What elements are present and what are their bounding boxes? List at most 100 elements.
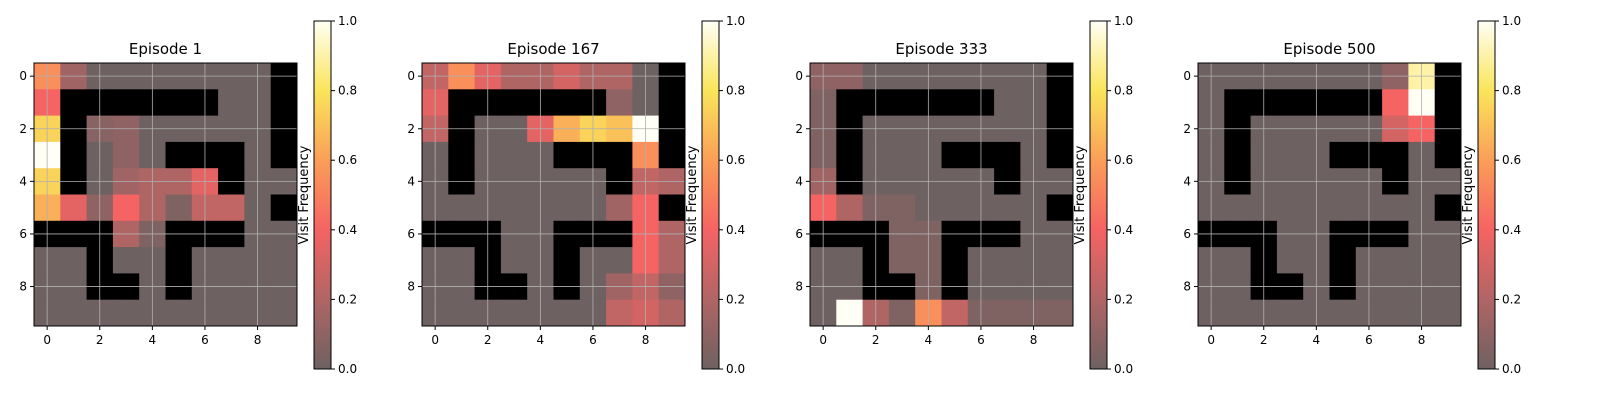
y-tick-label: 2 xyxy=(19,122,27,136)
heatmap-cell xyxy=(1224,247,1251,274)
y-tick-label: 0 xyxy=(795,69,803,83)
wall-cell xyxy=(270,141,298,169)
y-tick-label: 8 xyxy=(1183,280,1191,294)
wall-cell xyxy=(606,141,633,169)
axes-frame xyxy=(421,62,686,327)
wall-cell xyxy=(218,141,245,169)
y-tick-label: 4 xyxy=(1183,174,1191,188)
wall-cell xyxy=(448,141,475,169)
x-tick-label: 6 xyxy=(1365,333,1373,347)
wall-cell xyxy=(836,141,863,169)
x-tick-label: 2 xyxy=(96,333,104,347)
heatmap-cell xyxy=(1276,194,1304,222)
y-tick-label: 0 xyxy=(1183,69,1191,83)
y-tick-label: 0 xyxy=(407,69,415,83)
axes-frame xyxy=(1197,62,1462,327)
x-tick-label: 0 xyxy=(431,333,439,347)
chart-title: Episode 500 xyxy=(1283,40,1375,58)
heatmap-cell xyxy=(994,299,1021,327)
wall-cell xyxy=(1329,141,1357,169)
heatmap-cell xyxy=(448,194,475,222)
heatmap-cell xyxy=(1046,247,1074,274)
y-tick-label: 6 xyxy=(1183,227,1191,241)
heatmap-cell xyxy=(218,247,245,274)
heatmap-cell xyxy=(500,194,528,222)
colorbar-tick-label: 1.0 xyxy=(1114,14,1133,28)
colorbar-tick-label: 0.6 xyxy=(1502,153,1521,167)
heatmap-cell xyxy=(218,299,245,327)
heatmap-cell xyxy=(1329,299,1357,327)
colorbar-label: Visit Frequency xyxy=(1073,145,1088,244)
wall-cell xyxy=(1276,89,1304,116)
heatmap-cell xyxy=(658,299,686,327)
heatmap-cell xyxy=(165,194,193,222)
colorbar-tick-label: 0.6 xyxy=(1114,153,1133,167)
colorbar-tick-label: 0.8 xyxy=(338,84,357,98)
wall-cell xyxy=(1224,89,1251,116)
heatmap-cell xyxy=(500,141,528,169)
heatmap-panel-3: Episode 333 0 2 4 6 8 0 2 4 6 8 0.0 0.2 0.4 0.6 0.8 1.0 V… xyxy=(795,14,1133,376)
y-tick-label: 2 xyxy=(407,122,415,136)
wall-cell xyxy=(553,89,581,116)
wall-cell xyxy=(941,89,969,116)
colorbar xyxy=(1477,20,1496,370)
wall-cell xyxy=(994,141,1021,169)
heatmap-cell xyxy=(994,89,1021,116)
colorbar-tick-label: 0.6 xyxy=(338,153,357,167)
heatmap-cell xyxy=(112,141,140,169)
x-tick-label: 4 xyxy=(1313,333,1321,347)
heatmap-cell xyxy=(1434,247,1462,274)
wall-cell xyxy=(270,89,298,116)
heatmap-cell xyxy=(60,299,87,327)
heatmap-panel-2: Episode 167 0 2 4 6 8 0 2 4 6 8 0.0 0.2 0.4 0.6 0.8 1.0 V… xyxy=(407,14,745,376)
x-tick-label: 4 xyxy=(537,333,545,347)
heatmap-cell xyxy=(1224,299,1251,327)
wall-cell xyxy=(165,141,193,169)
heatmap-cell xyxy=(1224,194,1251,222)
x-tick-label: 8 xyxy=(1418,333,1426,347)
chart-title: Episode 1 xyxy=(129,40,202,58)
colorbar-tick-label: 0.0 xyxy=(1502,362,1521,376)
y-tick-label: 4 xyxy=(19,174,27,188)
wall-cell xyxy=(1046,194,1074,222)
heatmap-cell xyxy=(836,194,863,222)
wall-cell xyxy=(165,247,193,274)
heatmap-cell xyxy=(606,194,633,222)
chart-title: Episode 167 xyxy=(507,40,599,58)
heatmap-cell xyxy=(606,299,633,327)
colorbar xyxy=(701,20,720,370)
wall-cell xyxy=(1329,89,1357,116)
heatmap-cell xyxy=(448,299,475,327)
wall-cell xyxy=(60,141,87,169)
colorbar-tick-label: 0.0 xyxy=(338,362,357,376)
heatmap-cell xyxy=(218,89,245,116)
x-tick-label: 8 xyxy=(642,333,650,347)
y-tick-label: 8 xyxy=(19,280,27,294)
heatmap-cell xyxy=(112,247,140,274)
x-tick-label: 2 xyxy=(872,333,880,347)
colorbar-tick-label: 0.4 xyxy=(338,223,357,237)
x-tick-label: 0 xyxy=(819,333,827,347)
heatmap-cell xyxy=(888,141,916,169)
colorbar-tick-label: 0.4 xyxy=(726,223,745,237)
wall-cell xyxy=(1434,89,1462,116)
x-tick-label: 6 xyxy=(977,333,985,347)
wall-cell xyxy=(112,89,140,116)
heatmap-cell xyxy=(941,299,969,327)
heatmap-panel-1: Episode 1 0 2 4 6 8 0 2 4 6 8 0.0 0.2 0.4 0.6 0.8 1.0 Vis… xyxy=(19,14,357,376)
heatmap-cell xyxy=(994,247,1021,274)
y-tick-label: 2 xyxy=(1183,122,1191,136)
wall-cell xyxy=(448,89,475,116)
heatmap-cell xyxy=(165,299,193,327)
y-tick-label: 0 xyxy=(19,69,27,83)
y-tick-label: 4 xyxy=(407,174,415,188)
heatmap-cell xyxy=(553,299,581,327)
wall-cell xyxy=(60,89,87,116)
y-tick-label: 2 xyxy=(795,122,803,136)
heatmap-cell xyxy=(500,299,528,327)
wall-cell xyxy=(658,141,686,169)
heatmap-cell xyxy=(888,299,916,327)
heatmap-cell xyxy=(994,194,1021,222)
colorbar-tick-label: 1.0 xyxy=(726,14,745,28)
wall-cell xyxy=(500,89,528,116)
